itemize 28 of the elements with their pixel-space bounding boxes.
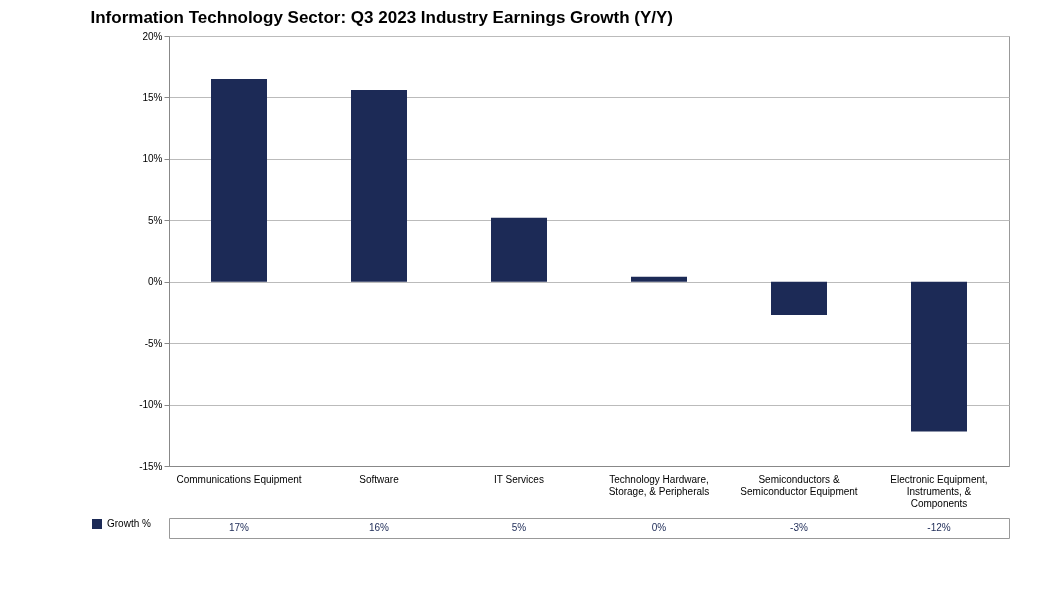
bar (631, 276, 687, 282)
x-tick-label: Electronic Equipment, Instruments, & Components (890, 473, 988, 509)
data-label: 16% (368, 522, 390, 533)
y-tick-label: 5% (148, 214, 163, 226)
chart-title: Information Technology Sector: Q3 2023 Industry Earnings Growth (Y/Y) (90, 7, 673, 27)
y-tick-label: 0% (148, 276, 163, 288)
y-tick-label: 20% (142, 30, 163, 42)
y-tick-label: -5% (144, 337, 163, 349)
y-tick-label: -15% (139, 460, 163, 472)
data-label: 0% (651, 522, 667, 533)
y-tick-label: -10% (139, 399, 163, 411)
x-tick-label: Communications Equipment (176, 473, 302, 485)
x-tick-label: Technology Hardware, Storage, & Peripherals (608, 473, 710, 497)
data-label: 5% (511, 522, 527, 533)
data-label: -12% (927, 522, 951, 533)
bar (491, 217, 547, 282)
x-tick-label: Semiconductors & Semiconductor Equipment (740, 473, 858, 497)
y-tick-label: 15% (142, 91, 163, 103)
bar (911, 281, 967, 432)
bar (771, 281, 827, 315)
data-label: -3% (790, 522, 808, 533)
data-label: 17% (228, 522, 250, 533)
y-tick-label: 10% (142, 153, 163, 165)
legend-label: Growth % (107, 518, 152, 529)
x-tick-label: IT Services (494, 473, 544, 485)
x-tick-label: Software (359, 473, 400, 485)
bar (211, 79, 267, 282)
bar (351, 90, 407, 282)
